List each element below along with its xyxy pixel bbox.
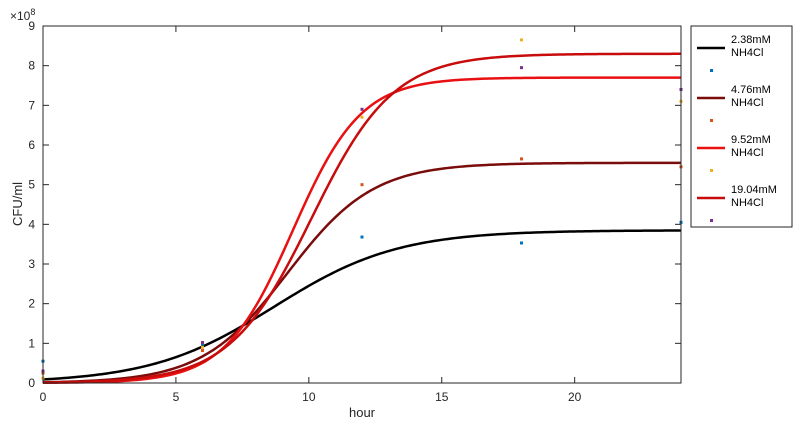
y-tick-label: 9: [28, 19, 35, 33]
series-layer: [41, 38, 683, 385]
series-line-3: [42, 76, 681, 385]
axes-layer: 0 5 10 15 20 0 1 2 3 4 5 6 7 8 9: [28, 19, 682, 404]
legend: 2.38mMNH4Cl4.76mMNH4Cl9.52mMNH4Cl19.04mM…: [690, 25, 793, 228]
x-tick-label: 0: [40, 390, 47, 404]
x-tick-label: 10: [302, 390, 316, 404]
x-tick-label: 20: [568, 390, 582, 404]
y-exponent-power: 8: [30, 7, 35, 17]
legend-label-2: 4.76mM: [731, 84, 771, 96]
legend-marker-4: [710, 219, 713, 222]
series-line-4: [42, 52, 681, 384]
x-tick-label: 15: [435, 390, 449, 404]
y-tick-label: 0: [28, 376, 35, 390]
data-point-3-4: [520, 38, 523, 42]
x-tick-label: 5: [173, 390, 180, 404]
legend-label-1: 2.38mM: [731, 34, 771, 46]
data-point-4-3: [360, 107, 364, 111]
data-point-4-4: [520, 66, 523, 70]
data-point-4-2: [201, 341, 204, 345]
data-point-1-2: [201, 342, 204, 346]
y-axis-title: CFU/ml: [10, 182, 25, 226]
data-point-2-4: [520, 157, 523, 161]
y-exponent-base: ×10: [10, 9, 31, 23]
series-line-1: [42, 229, 681, 381]
legend-box: [690, 25, 793, 228]
legend-label-4: NH4Cl: [731, 197, 763, 209]
legend-marker-3: [710, 169, 713, 172]
legend-label-1: NH4Cl: [731, 47, 763, 59]
data-point-3-2: [201, 345, 204, 349]
y-tick-label: 3: [28, 257, 35, 271]
axes-frame: [42, 25, 682, 384]
series-line-2: [42, 161, 681, 384]
data-point-2-3: [360, 183, 364, 187]
data-point-1-3: [360, 235, 364, 239]
legend-label-2: NH4Cl: [731, 97, 763, 109]
data-point-2-2: [201, 348, 204, 352]
legend-marker-2: [710, 119, 713, 122]
y-tick-label: 6: [28, 138, 35, 152]
y-tick-label: 4: [28, 217, 35, 231]
data-point-3-3: [360, 115, 364, 119]
y-exponent-label: ×108: [10, 7, 35, 23]
y-tick-label: 8: [28, 59, 35, 73]
legend-label-4: 19.04mM: [731, 184, 777, 196]
plot-area: [43, 26, 681, 383]
data-point-1-4: [520, 241, 523, 245]
legend-label-3: 9.52mM: [731, 134, 771, 146]
legend-label-3: NH4Cl: [731, 147, 763, 159]
x-axis-title: hour: [349, 405, 376, 420]
y-tick-label: 2: [28, 297, 35, 311]
y-tick-label: 1: [28, 336, 35, 350]
legend-marker-1: [710, 69, 713, 72]
y-tick-label: 7: [28, 98, 35, 112]
y-tick-label: 5: [28, 178, 35, 192]
